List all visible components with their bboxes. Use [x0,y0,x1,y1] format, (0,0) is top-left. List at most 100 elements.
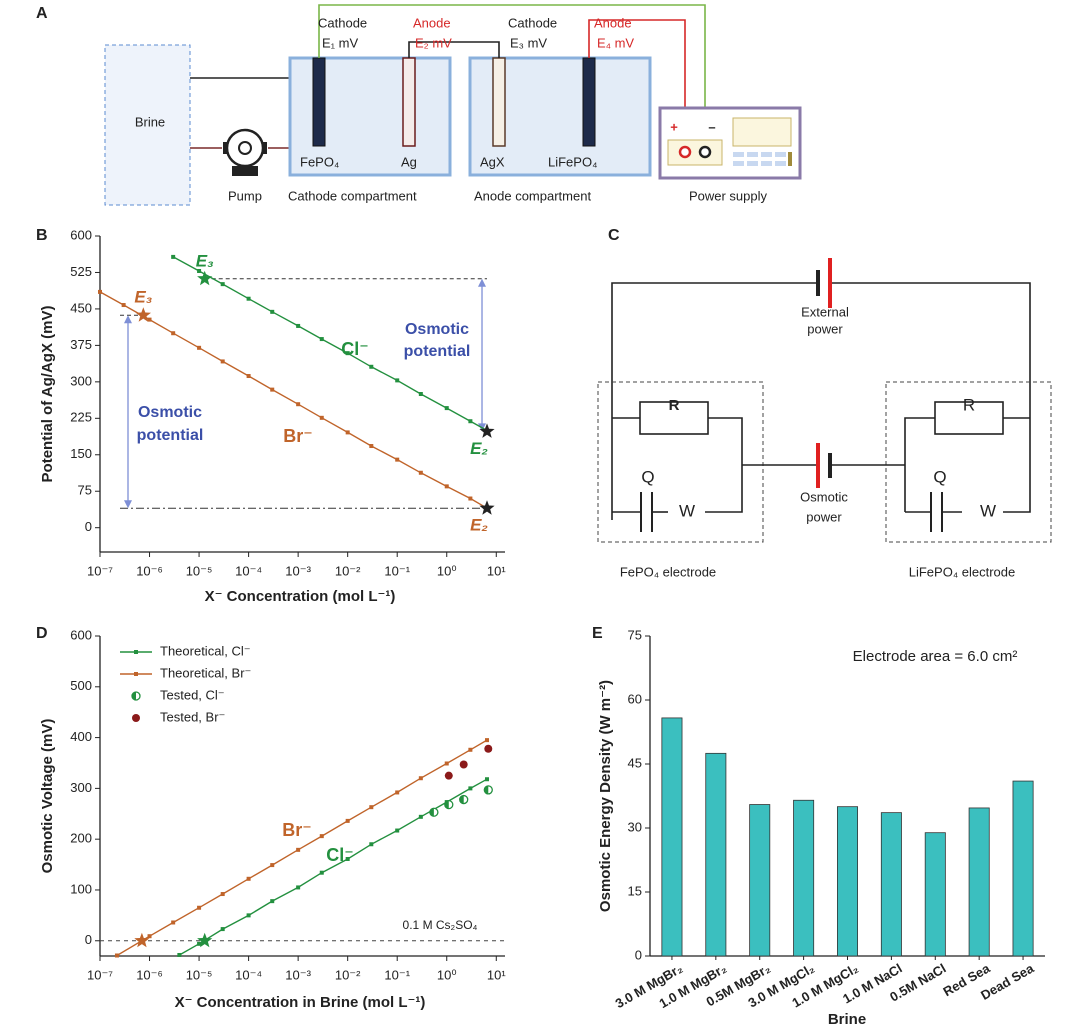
series-line [172,256,488,432]
y-tick-label: 15 [628,883,642,898]
y-tick-label: 600 [70,627,92,642]
terminal-role: Cathode [318,15,367,30]
legend-label: Tested, Br⁻ [160,709,225,724]
star-marker [197,270,213,286]
point [468,496,473,501]
electrode-box [597,381,764,543]
point-half [444,800,449,809]
x-tick-label: 10⁻² [335,563,361,578]
point [270,899,275,904]
wire [904,417,935,512]
annotation: Osmotic [138,404,202,421]
point-half [459,795,464,804]
point [171,331,176,336]
terminal-potential: E₃ mV [510,35,547,50]
point [270,863,275,868]
legend-marker [134,650,138,654]
chart-title: Electrode area = 6.0 cm² [853,648,1018,665]
resistor-label: R [963,395,975,414]
point [369,444,374,449]
bar [705,752,727,957]
y-tick-label: 525 [70,264,92,279]
panel-label: C [608,227,620,244]
point [147,317,152,322]
legend-label: Tested, Cl⁻ [160,687,225,702]
arrow-head [478,278,487,287]
point [197,345,202,350]
electrode [402,57,416,147]
terminal-role: Anode [413,15,451,30]
x-tick-label: 10¹ [487,563,506,578]
wire [830,282,1031,513]
panel-c: C External power R Q W Osmotic power R Q [597,227,1052,579]
legend-label: Theoretical, Br⁻ [160,665,251,680]
annotation: Osmotic [405,321,469,338]
compartment-label: Cathode compartment [288,188,417,203]
star-marker [135,307,151,322]
y-axis-label: Osmotic Voltage (mV) [39,719,56,874]
x-tick-label: 10⁻¹ [384,563,410,578]
x-tick-label: 10⁻⁷ [87,563,113,578]
point [369,805,374,810]
bar [1012,780,1034,957]
series-line [116,739,488,957]
point [220,927,225,932]
electrode-box [885,381,1052,543]
point [246,374,251,379]
y-tick-label: 75 [628,627,642,642]
point [369,842,374,847]
y-tick-label: 600 [70,227,92,242]
legend-label: Theoretical, Cl⁻ [160,643,251,658]
star-marker [479,500,495,515]
x-tick-label: 10⁻⁶ [136,563,163,578]
x-axis-label: Brine [828,1011,866,1028]
point [270,387,275,392]
electrode [312,57,326,147]
point [395,828,400,833]
star-marker [479,423,495,438]
terminal-role: Cathode [508,15,557,30]
point [246,913,251,918]
y-tick-label: 375 [70,337,92,352]
x-tick-label: 10⁻⁵ [186,967,213,982]
point [418,776,423,781]
star-marker [197,932,213,948]
y-tick-label: 60 [628,691,642,706]
x-tick-label: 10⁻¹ [384,967,410,982]
point [220,892,225,897]
terminal-potential: E₁ mV [322,35,358,50]
terminal-role: Anode [594,15,632,30]
x-axis-label: X⁻ Concentration (mol L⁻¹) [205,588,396,605]
resistor-label: R [669,397,680,414]
point [246,296,251,301]
cpe-label: Q [933,467,946,486]
x-tick-label: 10⁻² [335,967,361,982]
point [345,430,350,435]
annotation: potential [137,427,204,444]
point [468,786,473,791]
polarity: + [670,119,678,134]
y-tick-label: 0 [85,932,92,947]
point [485,738,490,743]
compartment-label: Anode compartment [474,188,591,203]
y-tick-label: 450 [70,300,92,315]
point [459,760,468,769]
buttons [733,152,792,166]
polarity: – [708,119,715,134]
electrode-label: LiFePO₄ [548,154,597,169]
point [319,415,324,420]
wire [318,4,706,150]
warburg-label: W [980,501,996,520]
point [418,814,423,819]
x-tick-label: 10⁻⁶ [136,967,163,982]
y-tick-label: 500 [70,678,92,693]
panel-a: A Brine Pump Cathode E₁ mV Anode E₂ mV C… [36,4,802,206]
series-label: Br⁻ [283,426,313,446]
point [395,457,400,462]
point [270,309,275,314]
point [444,406,449,411]
point [296,885,301,890]
terminal-potential: E₄ mV [597,35,634,50]
x-tick-label: 10⁰ [437,967,457,982]
external-power-label: power [807,321,843,336]
